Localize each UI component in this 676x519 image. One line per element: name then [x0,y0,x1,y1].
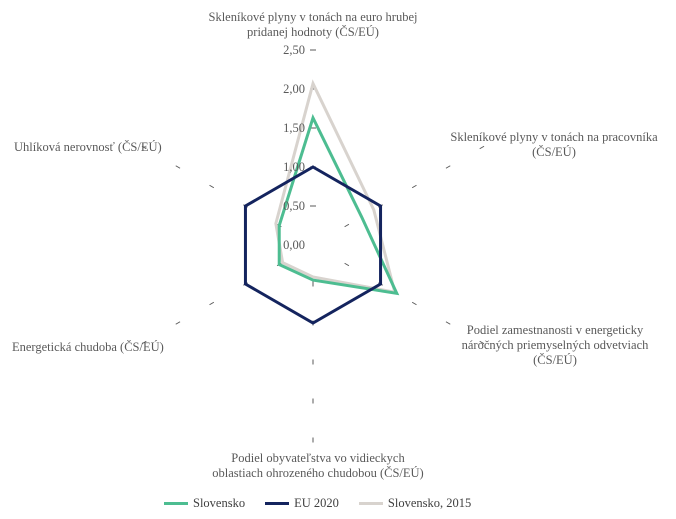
axis-label-energy-poverty: Energetická chudoba (ČS/EÚ) [12,340,164,354]
grid-tick-5-4 [175,165,181,169]
series-line-slovensko-2015 [274,79,397,295]
legend-label-slovensko-2015: Slovensko, 2015 [387,496,472,510]
grid-tick-5-3 [209,184,215,189]
legend-label-eu-2020: EU 2020 [294,496,339,510]
grid-tick-1-3 [411,184,417,189]
grid-tick-4-4 [175,321,181,325]
tick-label-1: 0,50 [283,199,305,213]
grid-tick-1-4 [445,165,451,169]
grid-tick-2-1 [344,262,350,267]
grid-tick-5-5 [141,145,147,150]
legend-item-slovensko-2015: Slovensko, 2015 [358,496,472,511]
legend-item-eu-2020: EU 2020 [265,496,339,511]
legend-item-slovensko: Slovensko [164,496,245,511]
grid-tick-2-4 [445,321,451,325]
legend-swatch-slovensko [164,502,188,505]
axis-label-ghg-per-gva: Skleníkové plyny v tonách na euro hrubej… [208,10,418,39]
tick-label-3: 1,50 [283,121,305,135]
grid-tick-1-1 [344,223,350,228]
tick-label-4: 2,00 [283,82,305,96]
grid-tick-4-3 [209,301,215,306]
legend: Slovensko EU 2020 Slovensko, 2015 [164,496,491,511]
axis-label-carbon-inequality: Uhlíková nerovnosť (ČS/EÚ) [14,140,162,154]
grid-tick-4-5 [141,340,147,345]
tick-label-5: 2,50 [283,43,305,57]
legend-swatch-slovensko-2015 [358,502,383,505]
grid-tick-2-3 [411,301,417,306]
grid-tick-2-5 [479,340,485,345]
grid-tick-1-5 [479,145,485,150]
axis-label-ghg-per-worker: Skleníkové plyny v tonách na pracovníka … [450,130,658,159]
axis-label-rural-poverty: Podiel obyvateľstva vo vidieckych oblast… [212,451,424,480]
series-line-slovensko [277,113,400,296]
axis-label-energy-intensive-employment: Podiel zamestnanosti v energeticky nároč… [461,323,649,367]
series-line-eu-2020 [243,165,383,325]
tick-label-0: 0,00 [283,238,305,252]
legend-swatch-eu-2020 [265,502,290,505]
tick-label-2: 1,00 [283,160,305,174]
legend-label-slovensko: Slovensko [193,496,246,510]
